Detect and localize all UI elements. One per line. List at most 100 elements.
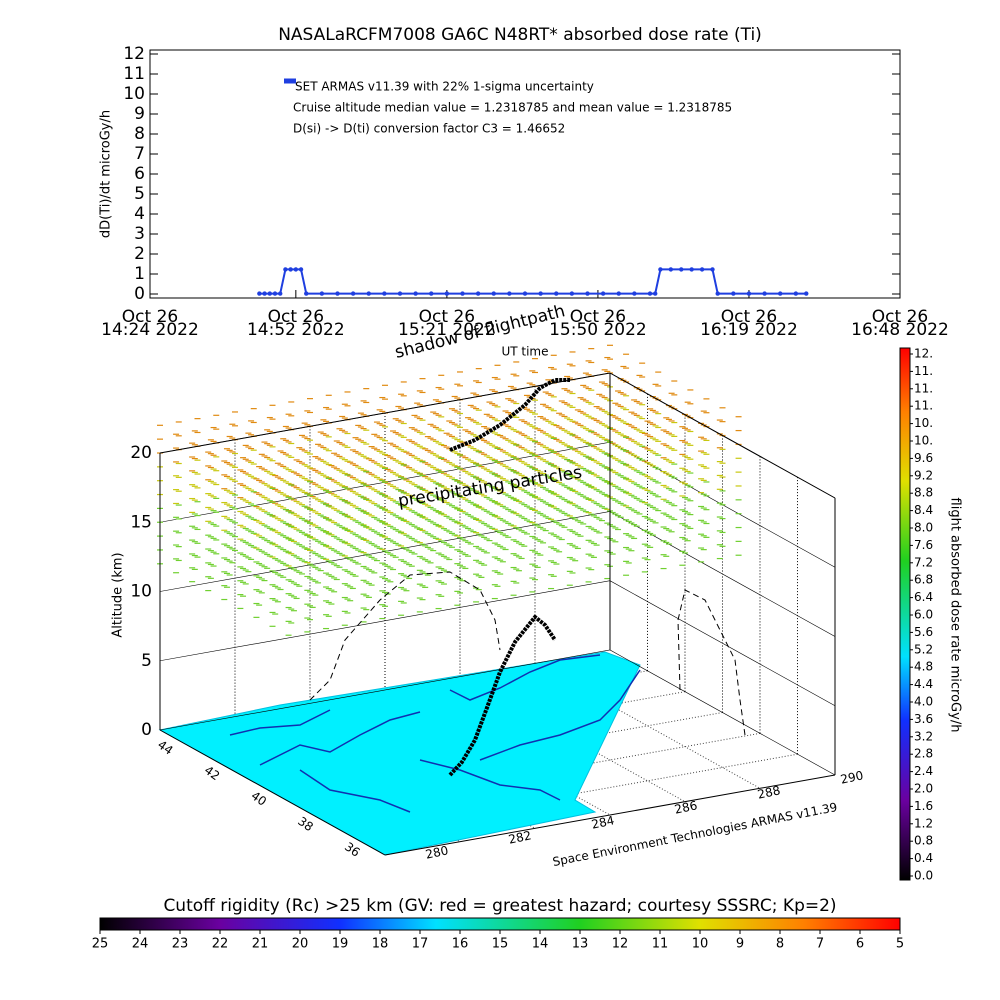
data-point <box>679 267 684 272</box>
colorbar-tick-label: 11 <box>652 937 669 952</box>
data-point <box>653 291 658 296</box>
flight-shadow <box>449 378 570 452</box>
data-point <box>793 291 799 296</box>
z-tick-label: 5 <box>141 651 152 671</box>
x-tick-label: Oct 26 <box>721 307 777 327</box>
x-tick-label: 15:50 2022 <box>549 320 647 340</box>
coastline <box>479 669 641 761</box>
data-point <box>746 291 752 296</box>
colorbar-tick-label: 0.0 <box>914 869 933 883</box>
data-point <box>444 291 450 296</box>
coastline <box>229 709 331 736</box>
colorbar-label: flight absorbed dose rate microGy/h <box>948 498 963 733</box>
colorbar-tick-label: 10. <box>914 416 933 430</box>
data-point <box>689 267 694 272</box>
x-tick-label: Oct 26 <box>122 307 178 327</box>
x-tick-label: Oct 26 <box>570 307 626 327</box>
colorbar-tick-label: 12 <box>612 937 629 952</box>
data-point <box>366 291 371 296</box>
colorbar-tick-label: 6.8 <box>914 573 933 587</box>
coastline <box>259 711 421 766</box>
colorbar-tick-label: 9 <box>736 937 744 952</box>
chart-title: NASALaRCFM7008 GA6C N48RT* absorbed dose… <box>278 25 762 45</box>
z-tick-label: 20 <box>130 443 152 463</box>
wall-projection <box>309 571 501 701</box>
z-tick-label: 0 <box>141 720 152 740</box>
colorbar-tick-label: 22 <box>212 937 229 952</box>
y-tick-label: 10 <box>123 84 145 104</box>
x-tick-label: 14:24 2022 <box>101 320 199 340</box>
lon-tick-label: 290 <box>839 768 864 786</box>
y-tick-label: 8 <box>134 124 145 144</box>
y-tick-label: 4 <box>134 204 145 224</box>
y-tick-label: 5 <box>134 184 145 204</box>
y-tick-label: 1 <box>134 264 145 284</box>
data-point <box>257 291 262 296</box>
data-point <box>715 291 720 296</box>
data-point <box>283 267 288 272</box>
colorbar-tick-label: 15 <box>492 937 509 952</box>
data-point <box>475 291 481 296</box>
lat-tick-label: 44 <box>155 737 176 757</box>
x-tick-label: Oct 26 <box>872 307 928 327</box>
lon-tick-label: 286 <box>673 798 698 816</box>
box-edge <box>384 774 836 856</box>
x-tick-label: 16:19 2022 <box>700 320 798 340</box>
data-point <box>288 267 293 272</box>
data-point <box>293 267 299 272</box>
colorbar-tick-label: 11. <box>914 399 933 413</box>
coastline <box>449 654 601 701</box>
rigidity-colorbar <box>99 917 901 931</box>
colorbar-tick-label: 12. <box>914 347 933 361</box>
colorbar-tick-label: 5.6 <box>914 625 933 639</box>
data-point <box>278 291 283 296</box>
colorbar-tick-label: 0.8 <box>914 834 933 848</box>
colorbar-tick-label: 23 <box>172 937 189 952</box>
x-tick-label: 14:52 2022 <box>247 320 345 340</box>
data-point <box>267 291 272 296</box>
data-point <box>538 291 543 296</box>
colorbar-tick-label: 6.4 <box>914 590 933 604</box>
y-tick-label: 3 <box>134 224 145 244</box>
data-point <box>762 291 767 296</box>
colorbar-tick-label: 8 <box>776 937 784 952</box>
colorbar-tick-label: 1.6 <box>914 799 933 813</box>
data-point <box>668 267 674 272</box>
data-point <box>804 291 809 296</box>
data-point <box>460 291 465 296</box>
dose-colorbar <box>899 347 911 881</box>
colorbar-tick-label: 6 <box>856 937 864 952</box>
data-point <box>632 291 637 296</box>
colorbar-tick-label: 8.4 <box>914 503 933 517</box>
colorbar-tick-label: 21 <box>252 937 269 952</box>
colorbar-tick-label: 14 <box>532 937 549 952</box>
annotation: Cruise altitude median value = 1.2318785… <box>293 101 732 115</box>
data-point <box>554 291 559 296</box>
annotation: D(si) -> D(ti) conversion factor C3 = 1.… <box>293 122 565 136</box>
data-point <box>319 291 325 296</box>
colorbar-tick-label: 11. <box>914 381 933 395</box>
data-point <box>616 291 621 296</box>
data-point <box>304 291 309 296</box>
colorbar-tick-label: 24 <box>132 937 149 952</box>
y-tick-label: 2 <box>134 244 145 264</box>
lon-tick-label: 282 <box>507 828 532 846</box>
colorbar-tick-label: 9.2 <box>914 468 933 482</box>
colorbar-tick-label: 9.6 <box>914 451 933 465</box>
colorbar-tick-label: 7.2 <box>914 555 933 569</box>
colorbar-tick-label: 10 <box>692 937 709 952</box>
coastline <box>419 759 561 801</box>
data-point <box>429 291 434 296</box>
colorbar-tick-label: 2.8 <box>914 747 933 761</box>
z-tick-label: 15 <box>130 512 152 532</box>
colorbar-tick-label: 8.0 <box>914 521 933 535</box>
scene-annotation: precipitating particles <box>397 463 584 512</box>
colorbar-tick-label: 13 <box>572 937 589 952</box>
data-point <box>710 267 715 272</box>
box-edge <box>159 729 386 856</box>
data-point <box>491 291 496 296</box>
colorbar-tick-label: 5.2 <box>914 642 933 656</box>
y-tick-label: 9 <box>134 104 145 124</box>
